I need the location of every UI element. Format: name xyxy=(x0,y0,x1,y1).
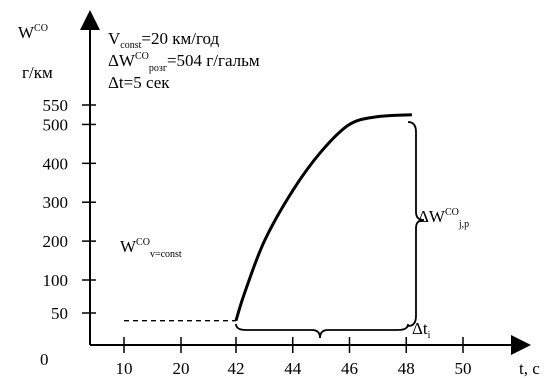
x-axis-label: t, с xyxy=(519,359,540,378)
delta-w-label: ΔWCOj,р xyxy=(418,207,469,230)
constant-level-label: WCOv=const xyxy=(120,237,182,260)
delta-t-label: Δti xyxy=(412,319,431,341)
y-axis-symbol: WCO xyxy=(18,23,48,42)
x-tick-label: 50 xyxy=(455,359,472,378)
emission-curve xyxy=(234,113,413,322)
y-tick-label: 300 xyxy=(43,193,69,212)
horizontal-brace xyxy=(235,323,409,339)
x-tick-label: 10 xyxy=(116,359,133,378)
annotation-velocity: Vconst=20 км/год xyxy=(108,29,220,51)
x-tick-label: 48 xyxy=(398,359,415,378)
vertical-brace xyxy=(407,121,425,327)
y-tick-label: 50 xyxy=(51,304,68,323)
y-tick-label: 500 xyxy=(43,115,69,134)
annotation-delta-w: ΔWCOрозг=504 г/гальм xyxy=(108,51,260,74)
x-tick-label: 42 xyxy=(228,359,245,378)
x-tick-label-zero: 0 xyxy=(40,350,49,369)
x-tick-label: 20 xyxy=(173,359,190,378)
y-axis-unit: г/км xyxy=(22,63,53,82)
x-tick-label: 44 xyxy=(284,359,302,378)
y-tick-label: 100 xyxy=(43,271,69,290)
x-tick-label: 46 xyxy=(341,359,358,378)
y-tick-label: 550 xyxy=(43,96,69,115)
y-tick-label: 200 xyxy=(43,232,69,251)
annotation-delta-t: Δt=5 сек xyxy=(108,73,170,92)
y-tick-label: 400 xyxy=(43,154,69,173)
